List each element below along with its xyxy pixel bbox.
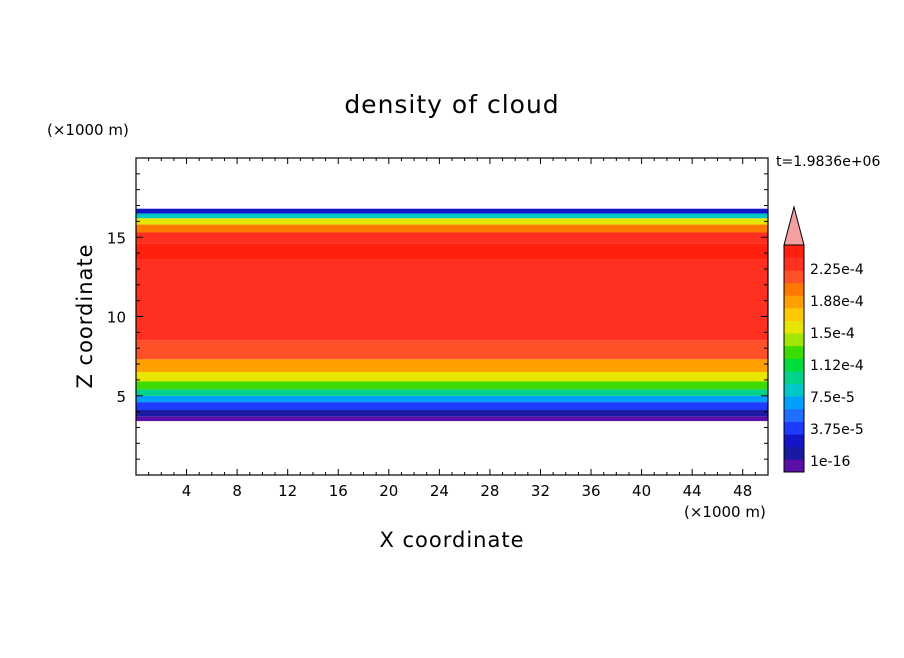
colorbar-swatch <box>784 396 804 410</box>
colorbar-swatch <box>784 383 804 397</box>
density-band <box>136 208 768 214</box>
colorbar-swatch <box>784 446 804 460</box>
colorbar-label: 1.5e-4 <box>810 326 855 342</box>
time-label: t=1.9836e+06 <box>776 154 880 170</box>
colorbar-label: 1.12e-4 <box>810 358 864 374</box>
colorbar-swatch <box>784 421 804 435</box>
density-band <box>136 224 768 233</box>
colorbar-swatch <box>784 245 804 258</box>
density-band <box>136 395 768 403</box>
colorbar-swatch <box>784 295 804 309</box>
colorbar-label: 3.75e-5 <box>810 422 864 438</box>
x-tick-label: 48 <box>733 482 752 500</box>
x-tick-label: 8 <box>232 482 242 500</box>
colorbar-swatch <box>784 358 804 372</box>
chart-title: density of cloud <box>344 90 559 119</box>
x-tick-label: 36 <box>581 482 600 500</box>
density-band <box>136 232 768 244</box>
colorbar: 2.25e-4 1.88e-4 1.5e-4 1.12e-4 7.5e-5 3.75e-5… <box>783 205 864 473</box>
y-unit-label: (×1000 m) <box>47 121 129 139</box>
x-tick-label: 16 <box>329 482 348 500</box>
density-band <box>136 243 768 260</box>
density-band <box>136 213 768 219</box>
density-band <box>136 340 768 360</box>
density-band <box>136 381 768 390</box>
colorbar-label: 2.25e-4 <box>810 262 864 278</box>
colorbar-swatch <box>784 270 804 284</box>
x-tick-label: 24 <box>430 482 449 500</box>
colorbar-swatch <box>784 320 804 334</box>
colorbar-swatch <box>784 282 804 296</box>
colorbar-swatch <box>784 308 804 321</box>
x-unit-label: (×1000 m) <box>684 503 766 521</box>
x-tick-label: 32 <box>531 482 550 500</box>
x-axis-label: X coordinate <box>379 528 524 552</box>
density-band <box>136 389 768 396</box>
y-tick-label: 10 <box>107 309 126 327</box>
density-band <box>136 359 768 372</box>
colorbar-label: 1.88e-4 <box>810 294 864 310</box>
density-band <box>136 410 768 417</box>
colorbar-label: 1e-16 <box>810 454 850 470</box>
y-tick-label: 15 <box>107 229 126 247</box>
density-band <box>136 402 768 411</box>
colorbar-label: 7.5e-5 <box>810 390 855 406</box>
colorbar-swatch <box>784 345 804 359</box>
density-band <box>136 259 768 341</box>
density-field <box>136 208 768 422</box>
x-tick-label: 44 <box>683 482 702 500</box>
colorbar-swatch <box>784 371 804 385</box>
y-tick-label: 5 <box>116 388 126 406</box>
colorbar-swatch <box>784 459 804 473</box>
colorbar-frame <box>783 244 805 473</box>
colorbar-extend-arrow <box>783 205 805 246</box>
density-band <box>136 416 768 422</box>
x-tick-label: 40 <box>632 482 651 500</box>
density-band <box>136 218 768 225</box>
x-tick-label: 4 <box>182 482 192 500</box>
colorbar-swatch <box>784 333 804 347</box>
colorbar-swatch <box>784 257 804 271</box>
x-tick-label: 12 <box>278 482 297 500</box>
x-tick-label: 28 <box>480 482 499 500</box>
colorbar-swatch <box>784 434 804 448</box>
x-tick-label: 20 <box>379 482 398 500</box>
y-axis-label: Z coordinate <box>73 243 97 388</box>
density-band <box>136 371 768 382</box>
colorbar-swatch <box>784 408 804 422</box>
